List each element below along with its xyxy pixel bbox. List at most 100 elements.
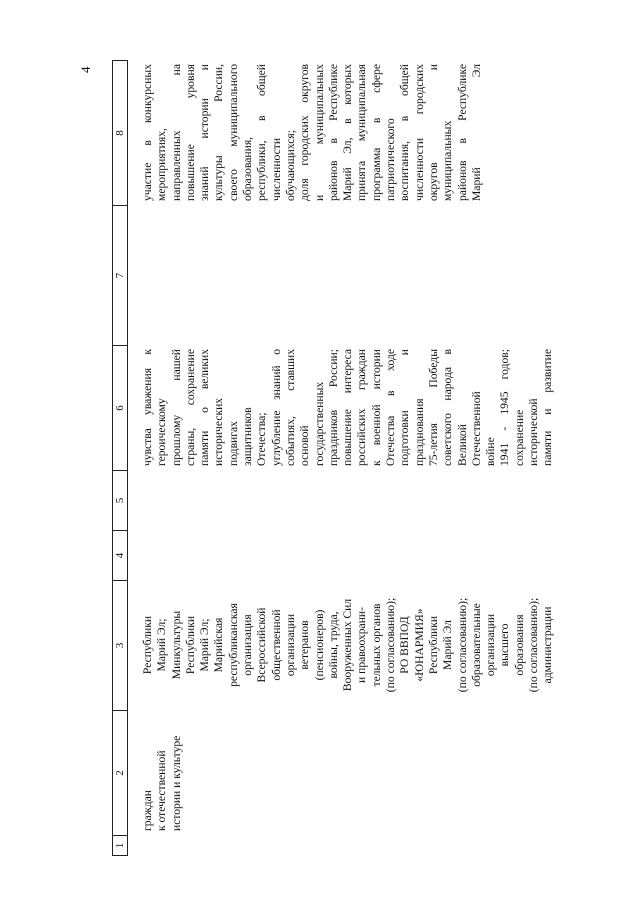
cell-line: организации [283,613,297,677]
cell-line: принята муниципальная [355,64,369,201]
cell-line: администрации [541,606,555,684]
cell-line: войне [484,437,498,466]
cell-line: памяти и развитие [541,349,555,466]
cell-line: (по согласованию); [384,597,398,693]
cell-line: истории и культуре [169,735,183,831]
cell-line: повышение уровня [183,64,197,201]
header-cell: 1 [112,835,128,856]
cell-line: республиканская [226,603,240,687]
cell-line: общественной [269,609,283,681]
cell-line: республики, в общей [255,64,269,201]
cell-line: (пенсионеров) [312,609,326,681]
cell-line: Марий Эл; [155,618,169,672]
cell-line: Республики [426,615,440,675]
cell-line: повышение интереса [341,349,355,466]
header-cell: 3 [112,580,128,711]
cell-line: «ЮНАРМИЯ» [412,608,426,682]
cell-line: героическому [155,398,169,466]
cell-line: численности городских [412,64,426,201]
cell-line: Республики [141,615,154,675]
cell-line: углубление знаний о [269,349,283,466]
cell-line: и муниципальных [312,64,326,201]
cell-line: чувства уважения к [141,349,154,466]
cell-line: мероприятиях, [155,128,169,201]
cell-line: прошлому нашей [169,349,183,466]
cell-line: памяти о великих [198,349,212,466]
cell-line: 75-летия Победы [426,349,440,466]
table-cell: граждан к отечественной истории и культуре [141,714,184,831]
cell-line: тельных органов [369,603,383,687]
page-number: 4 [78,66,93,74]
cell-line: организации [484,613,498,677]
cell-line: знаний истории и [198,64,212,201]
cell-line: округов и [426,64,440,201]
cell-line: РО ВВПОД [398,616,412,674]
cell-line: советского народа в [441,349,455,466]
cell-line: Отечества; [255,412,269,466]
cell-line: исторических [212,397,226,466]
cell-line: (по согласованию); [527,597,541,693]
cell-line: численности [269,137,283,201]
cell-line: граждан [141,790,154,831]
header-cell: 2 [112,710,128,836]
cell-line: муниципальных [441,120,455,201]
cell-line: районов в Республике [326,64,340,201]
cell-line: исторической [527,398,541,466]
cell-line: организация [241,614,255,676]
cell-line: (по согласованию); [455,597,469,693]
cell-line: Республики [183,615,197,675]
cell-line: Отечества в ходе [384,349,398,466]
cell-line: высшего [498,623,512,667]
cell-line: участие в конкурсных [141,64,154,201]
cell-line: Всероссийской [255,607,269,683]
cell-line: Марий Эл, в которых [341,64,355,201]
cell-line: обучающихся; [283,130,297,201]
cell-line: образовательные [469,603,483,687]
cell-line: страны, сохранение [183,349,197,466]
cell-line: 1941 - 1945 годов; [498,349,512,466]
header-cell: 6 [112,345,128,471]
cell-line: патриотического [384,118,398,201]
header-cell: 5 [112,470,128,531]
cell-line: воспитания, в общей [398,64,412,201]
cell-line: районов в Республике [455,64,469,201]
cell-line: празднования [412,398,426,466]
cell-line: направленных на [169,64,183,201]
cell-line: Великой [455,424,469,466]
cell-line: государственных [312,381,326,466]
cell-line: российских граждан [355,349,369,466]
cell-line: Марий Эл [469,64,483,201]
cell-line: подвигах [226,421,240,466]
cell-line: Марий Эл; [198,618,212,672]
header-cell: 8 [112,60,128,206]
table-cell: Республики Марий Эл; Минкультуры Республики… [141,584,556,706]
cell-line: Марийская [212,617,226,673]
cell-line: сохранение [512,409,526,466]
cell-line: Минкультуры [169,610,183,680]
cell-line: своего муниципального [226,64,240,201]
cell-line: защитников [241,407,255,466]
cell-line: и правоохрани- [355,607,369,683]
cell-line: подготовки и [398,349,412,466]
cell-line: образования [512,614,526,676]
cell-line: войны, труда, [326,611,340,679]
header-cell: 7 [112,205,128,346]
cell-line: программа в сфере [369,64,383,201]
cell-line: Марий Эл [441,620,455,670]
cell-line: Вооруженных Сил [341,598,355,692]
cell-line: культуры России, [212,64,226,201]
header-cell: 4 [112,530,128,581]
cell-line: ветеранов [298,620,312,670]
cell-line: праздников России; [326,349,340,466]
cell-line: доля городских округов [298,64,312,201]
cell-line: событиях, ставших [283,349,297,466]
cell-line: Отечественной [469,391,483,466]
cell-line: к отечественной [155,750,169,831]
table-cell: чувства уважения к героическому прошлому н… [141,349,556,466]
cell-line: образования, [241,136,255,201]
cell-line: основой [298,425,312,466]
table-cell: участие в конкурсных мероприятиях, направл… [141,64,484,201]
cell-line: к военной истории [369,349,383,466]
